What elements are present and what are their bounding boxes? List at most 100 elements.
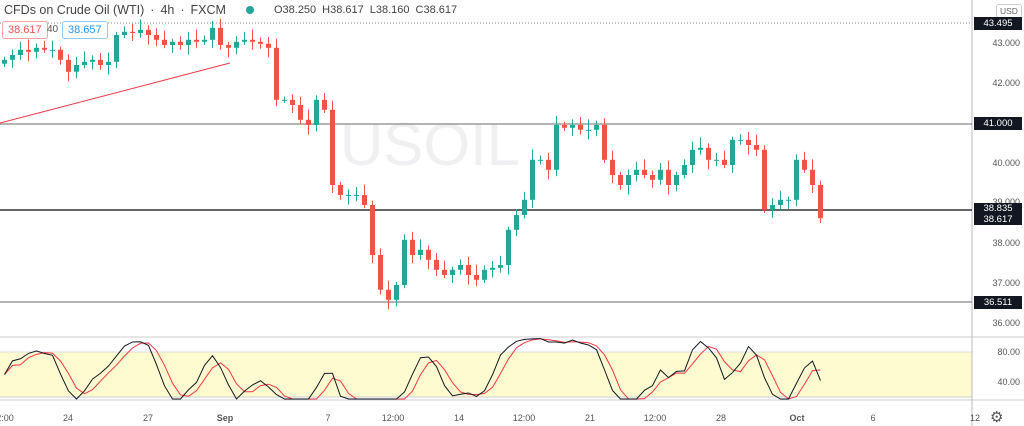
interval[interactable]: 4h	[160, 3, 175, 17]
candle	[698, 147, 703, 150]
candle	[346, 195, 351, 196]
candle	[778, 199, 783, 205]
candle	[650, 175, 655, 180]
candle	[762, 149, 767, 210]
candle	[394, 285, 399, 300]
time-tick: 14	[453, 413, 465, 423]
osc-tick: 40.00	[997, 377, 1020, 387]
candle	[786, 199, 791, 201]
last-price-tag: 38.617	[974, 214, 1022, 225]
candle	[410, 239, 415, 255]
time-tick: 12:00	[381, 413, 405, 423]
price-tick: 40.000	[992, 158, 1020, 168]
candle	[570, 125, 575, 128]
candle	[162, 39, 167, 45]
sell-button[interactable]: 38.617	[2, 21, 48, 39]
candle	[810, 169, 815, 185]
time-tick: 7	[325, 413, 331, 423]
buy-button[interactable]: 38.657	[62, 21, 108, 39]
time-tick: Oct	[789, 413, 805, 423]
candle	[194, 39, 199, 42]
candle	[682, 165, 687, 175]
time-tick: 12:00	[643, 413, 667, 423]
ohlc-high: H38.617	[322, 4, 364, 16]
candle	[738, 139, 743, 141]
stoch-k-line	[4, 338, 821, 400]
candle	[498, 265, 503, 268]
candle	[306, 119, 311, 125]
currency-button[interactable]: USD	[996, 4, 1022, 18]
price-tick: 43.000	[992, 38, 1020, 48]
candle	[354, 195, 359, 196]
candle	[154, 35, 159, 40]
candle	[186, 39, 191, 45]
candle	[754, 145, 759, 150]
candle	[506, 229, 511, 265]
market-status-icon	[245, 6, 254, 14]
price-tick: 37.000	[992, 278, 1020, 288]
candle	[58, 49, 63, 60]
candle	[378, 255, 383, 290]
high-line-tag: 43.495	[974, 17, 1022, 30]
candle	[626, 175, 631, 185]
candle	[722, 159, 727, 165]
price-tick: 36.000	[992, 318, 1020, 328]
level-tag: 38.835	[974, 203, 1022, 214]
candle	[34, 47, 39, 52]
candle	[338, 185, 343, 195]
candle	[234, 41, 239, 48]
candle	[10, 55, 15, 60]
candle	[178, 41, 183, 45]
candle	[514, 215, 519, 230]
candle	[146, 29, 151, 35]
candle	[714, 159, 719, 161]
time-tick: 12:00	[512, 413, 536, 423]
candle	[522, 199, 527, 215]
candle	[386, 289, 391, 300]
candle	[66, 59, 71, 72]
candle	[106, 61, 111, 65]
settings-gear-icon[interactable]: ⚙	[990, 409, 1004, 426]
candle	[458, 265, 463, 270]
candle	[434, 259, 439, 270]
oscillator-band	[0, 352, 972, 397]
candle	[290, 99, 295, 105]
time-tick: 28	[715, 413, 727, 423]
time-tick: 24	[62, 413, 74, 423]
candle	[210, 27, 215, 40]
candle	[770, 205, 775, 210]
time-tick: 12	[969, 413, 981, 423]
osc-tick: 80.00	[997, 347, 1020, 357]
candle	[442, 269, 447, 275]
symbol-name[interactable]: CFDs on Crude Oil (WTI)	[4, 3, 145, 17]
candle	[298, 105, 303, 120]
resistance-tag: 41.000	[974, 117, 1022, 130]
candle	[546, 159, 551, 170]
candle	[554, 125, 559, 170]
candle	[50, 49, 55, 51]
candle	[450, 269, 455, 275]
candle	[258, 41, 263, 44]
chart-header: CFDs on Crude Oil (WTI) · 4h · FXCM O38.…	[4, 3, 458, 17]
candle	[426, 249, 431, 260]
candle	[314, 99, 319, 125]
exchange: FXCM	[190, 3, 226, 17]
candle	[282, 99, 287, 101]
candle	[746, 139, 751, 145]
time-tick: 27	[142, 413, 154, 423]
candle	[578, 125, 583, 130]
candle	[170, 41, 175, 45]
support-tag: 36.511	[974, 296, 1022, 309]
watermark: USOIL	[340, 111, 520, 178]
time-tick: 2:00	[0, 413, 14, 423]
candle	[594, 125, 599, 130]
candle	[226, 45, 231, 48]
candle	[658, 169, 663, 180]
candle	[122, 31, 127, 35]
candle	[98, 59, 103, 65]
candle	[634, 169, 639, 175]
candle	[362, 195, 367, 205]
trendline[interactable]	[0, 62, 231, 124]
candle	[18, 49, 23, 55]
